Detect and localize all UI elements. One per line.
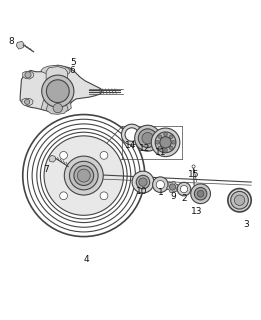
- Circle shape: [156, 180, 164, 189]
- Circle shape: [151, 128, 180, 156]
- Text: 12: 12: [139, 144, 150, 153]
- Text: 8: 8: [9, 37, 14, 46]
- Circle shape: [153, 177, 168, 192]
- Circle shape: [169, 146, 173, 150]
- Polygon shape: [41, 65, 70, 76]
- Polygon shape: [46, 67, 68, 84]
- Polygon shape: [23, 71, 34, 79]
- Circle shape: [125, 128, 139, 141]
- Circle shape: [53, 103, 62, 113]
- Circle shape: [169, 184, 176, 190]
- Text: 13: 13: [191, 207, 203, 216]
- Circle shape: [64, 156, 103, 195]
- Circle shape: [100, 151, 108, 159]
- Circle shape: [121, 124, 142, 145]
- Text: 4: 4: [84, 255, 89, 264]
- Circle shape: [158, 146, 162, 150]
- Circle shape: [234, 195, 245, 205]
- Circle shape: [136, 175, 150, 189]
- Polygon shape: [167, 181, 178, 193]
- Text: 6: 6: [69, 66, 75, 75]
- Text: 14: 14: [125, 141, 136, 150]
- Polygon shape: [20, 65, 102, 112]
- Circle shape: [77, 169, 90, 182]
- Circle shape: [177, 182, 191, 196]
- Circle shape: [155, 132, 176, 153]
- Circle shape: [69, 161, 98, 190]
- Text: 5: 5: [70, 58, 76, 67]
- Text: 11: 11: [155, 148, 166, 157]
- Polygon shape: [41, 95, 71, 113]
- Circle shape: [25, 99, 30, 104]
- Circle shape: [231, 191, 248, 209]
- Circle shape: [194, 188, 207, 200]
- Text: 9: 9: [170, 192, 176, 201]
- Circle shape: [25, 72, 31, 78]
- Circle shape: [156, 140, 159, 144]
- Circle shape: [100, 192, 108, 200]
- Circle shape: [142, 132, 153, 144]
- Circle shape: [164, 132, 167, 136]
- Polygon shape: [22, 98, 33, 106]
- Circle shape: [74, 166, 94, 186]
- Circle shape: [197, 190, 204, 197]
- Circle shape: [180, 186, 188, 193]
- Circle shape: [192, 165, 195, 168]
- Text: 15: 15: [188, 170, 200, 179]
- Circle shape: [172, 140, 175, 144]
- Circle shape: [135, 125, 161, 151]
- Circle shape: [42, 75, 74, 107]
- Circle shape: [169, 135, 173, 139]
- Circle shape: [60, 151, 68, 159]
- Circle shape: [138, 129, 157, 148]
- Polygon shape: [46, 101, 68, 114]
- Circle shape: [46, 80, 69, 103]
- Circle shape: [228, 188, 251, 212]
- Circle shape: [44, 136, 123, 215]
- Circle shape: [191, 184, 210, 204]
- Circle shape: [60, 192, 68, 200]
- Circle shape: [160, 137, 171, 148]
- Polygon shape: [16, 41, 24, 49]
- Text: 3: 3: [243, 220, 249, 229]
- Polygon shape: [49, 155, 56, 162]
- Circle shape: [139, 178, 147, 186]
- Text: 2: 2: [181, 195, 187, 204]
- Circle shape: [158, 135, 162, 139]
- Circle shape: [132, 171, 154, 193]
- Text: 1: 1: [157, 188, 163, 197]
- Text: 10: 10: [137, 187, 148, 196]
- Circle shape: [164, 148, 167, 152]
- Text: 7: 7: [43, 164, 49, 173]
